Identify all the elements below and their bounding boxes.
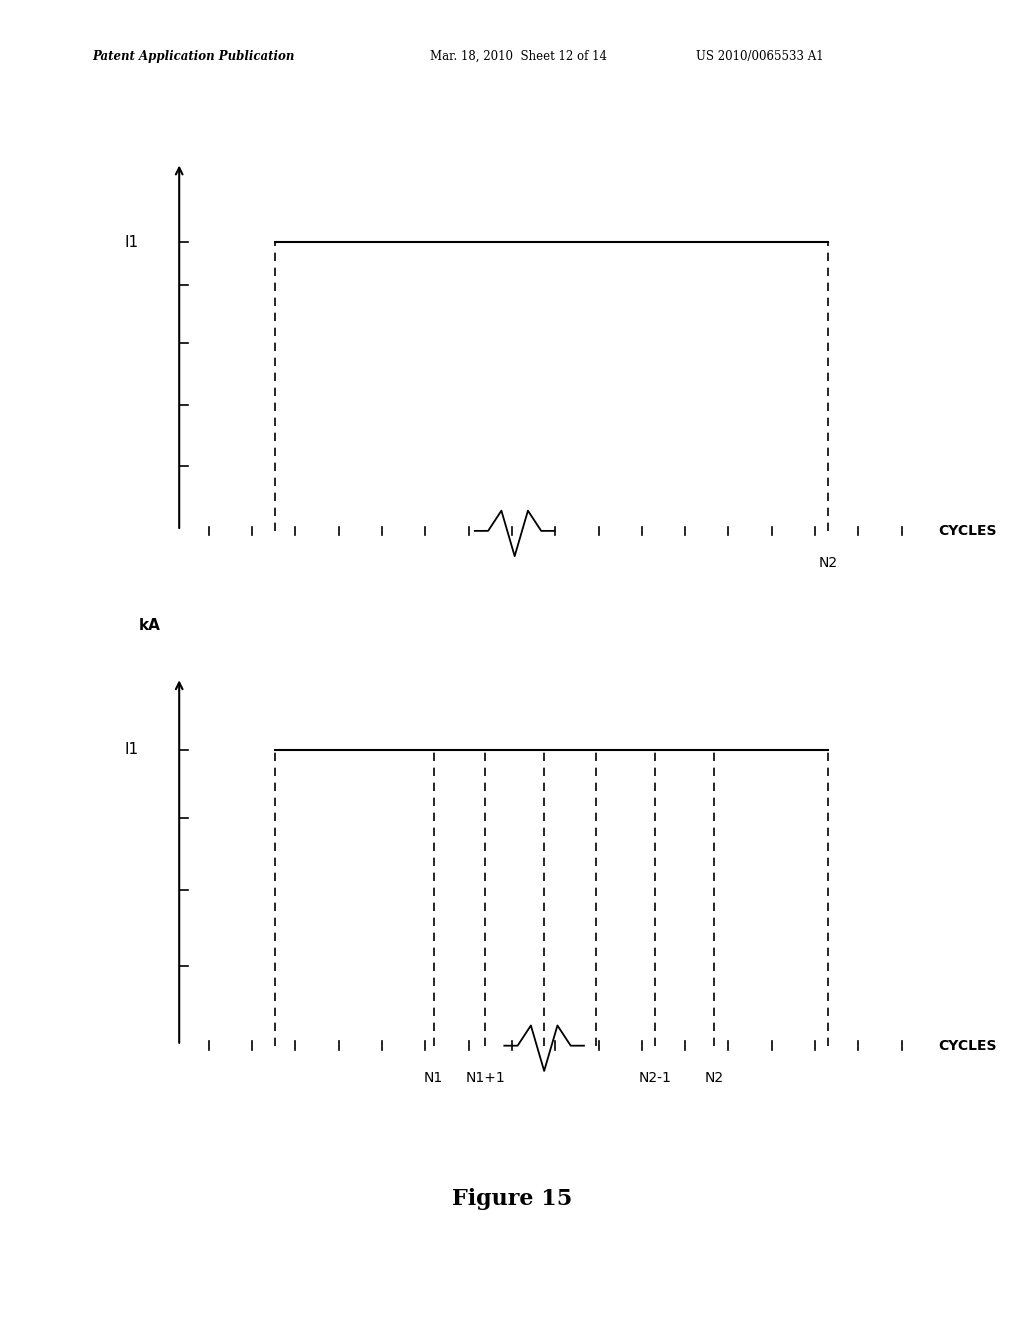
Text: CYCLES: CYCLES — [939, 1039, 997, 1052]
Text: CYCLES: CYCLES — [939, 524, 997, 537]
Text: US 2010/0065533 A1: US 2010/0065533 A1 — [696, 50, 824, 63]
Text: I1: I1 — [125, 235, 138, 249]
Text: N2: N2 — [705, 1071, 723, 1085]
Text: Mar. 18, 2010  Sheet 12 of 14: Mar. 18, 2010 Sheet 12 of 14 — [430, 50, 607, 63]
Text: N2: N2 — [818, 556, 838, 570]
Text: Figure 15: Figure 15 — [452, 1188, 572, 1210]
Text: N1+1: N1+1 — [465, 1071, 505, 1085]
Text: Patent Application Publication: Patent Application Publication — [92, 50, 295, 63]
Text: kA: kA — [138, 618, 161, 632]
Text: I1: I1 — [125, 742, 138, 758]
Text: N1: N1 — [424, 1071, 443, 1085]
Text: N2-1: N2-1 — [638, 1071, 671, 1085]
